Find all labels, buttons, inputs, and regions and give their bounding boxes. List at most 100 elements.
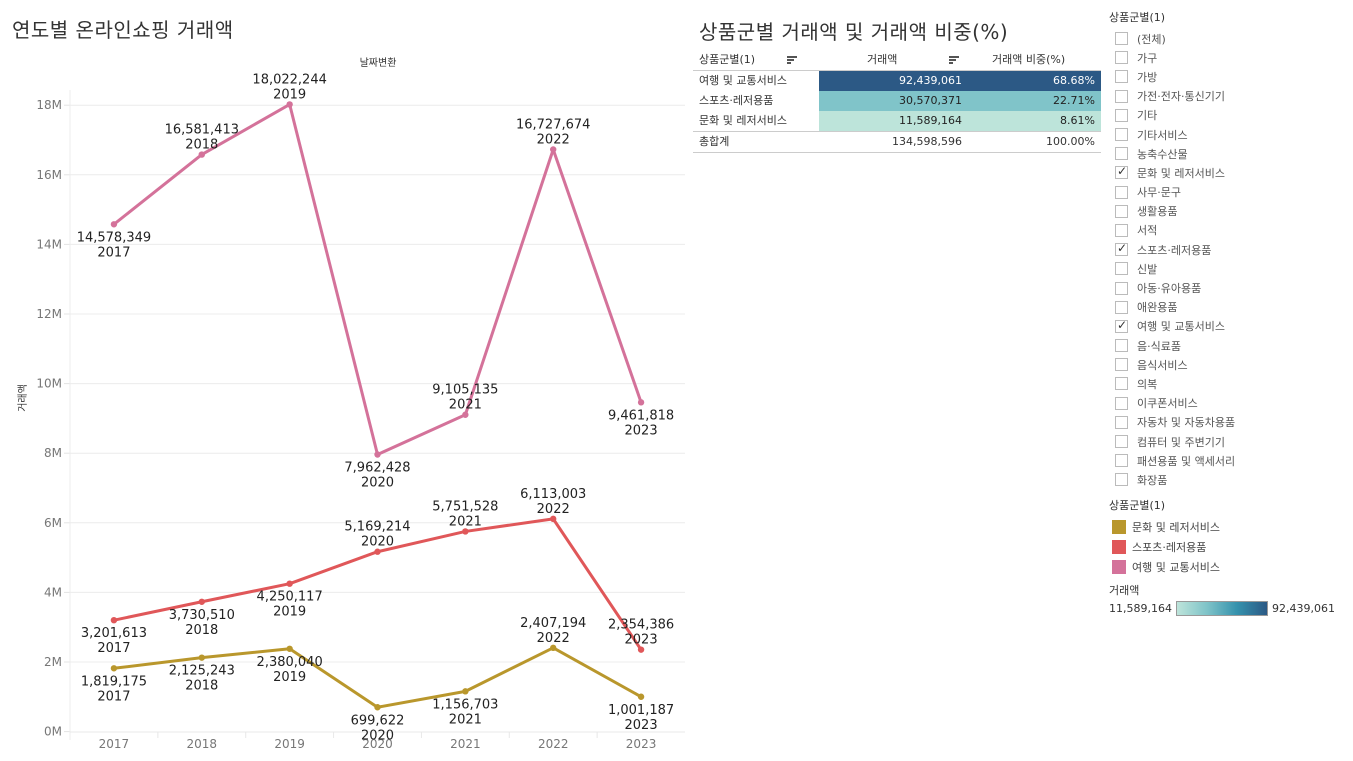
total-label: 총합계 bbox=[699, 135, 730, 148]
filter-item[interactable]: 기타 bbox=[1115, 106, 1235, 125]
data-label-year: 2018 bbox=[185, 679, 218, 694]
checkbox[interactable] bbox=[1115, 435, 1128, 449]
checkbox[interactable] bbox=[1115, 396, 1128, 410]
data-point bbox=[462, 528, 469, 535]
filter-item-label: 음·식료품 bbox=[1137, 339, 1181, 353]
filter-item[interactable]: 생활용품 bbox=[1115, 202, 1235, 221]
checkbox[interactable] bbox=[1115, 164, 1128, 180]
row-category: 문화 및 레저서비스 bbox=[699, 114, 787, 127]
table-row[interactable]: 스포츠·레저용품 30,570,371 22.71% bbox=[693, 91, 1101, 111]
filter-item[interactable]: 가전·전자·통신기기 bbox=[1115, 87, 1235, 106]
legend-item[interactable]: 문화 및 레저서비스 bbox=[1112, 517, 1220, 537]
legend-item-label: 문화 및 레저서비스 bbox=[1132, 521, 1220, 534]
checkbox[interactable] bbox=[1115, 32, 1128, 46]
filter-item-label: 기타서비스 bbox=[1137, 128, 1188, 142]
sort-icon[interactable] bbox=[787, 56, 797, 64]
gradient-max-label: 92,439,061 bbox=[1271, 602, 1335, 615]
checkbox[interactable] bbox=[1115, 128, 1128, 142]
filter-item[interactable]: 서적 bbox=[1115, 221, 1235, 240]
data-label-year: 2017 bbox=[97, 689, 130, 704]
checkbox[interactable] bbox=[1115, 281, 1128, 295]
filter-item[interactable]: 신발 bbox=[1115, 259, 1235, 278]
checkbox[interactable] bbox=[1115, 262, 1128, 276]
gradient-bar bbox=[1175, 601, 1268, 616]
filter-item[interactable]: 애완용품 bbox=[1115, 298, 1235, 317]
filter-item[interactable]: 가방 bbox=[1115, 67, 1235, 86]
data-label-year: 2021 bbox=[449, 514, 482, 529]
data-point bbox=[110, 616, 118, 624]
data-point bbox=[198, 598, 205, 605]
legend-item[interactable]: 스포츠·레저용품 bbox=[1112, 537, 1220, 557]
checkbox[interactable] bbox=[1115, 415, 1128, 429]
data-label-value: 3,201,613 bbox=[81, 626, 147, 641]
filter-item[interactable]: 스포츠·레저용품 bbox=[1115, 240, 1235, 259]
table-row[interactable]: 여행 및 교통서비스 92,439,061 68.68% bbox=[693, 71, 1101, 91]
x-tick-label: 2022 bbox=[538, 737, 569, 751]
filter-item[interactable]: 여행 및 교통서비스 bbox=[1115, 317, 1235, 336]
filter-item[interactable]: 가구 bbox=[1115, 48, 1235, 67]
filter-item[interactable]: 자동차 및 자동차용품 bbox=[1115, 413, 1235, 432]
checkbox[interactable] bbox=[1115, 473, 1128, 487]
row-amount: 92,439,061 bbox=[819, 71, 972, 91]
checkbox[interactable] bbox=[1115, 51, 1128, 65]
legend-item[interactable]: 여행 및 교통서비스 bbox=[1112, 557, 1220, 577]
header-amount[interactable]: 거래액 bbox=[819, 50, 972, 70]
filter-item-label: 의복 bbox=[1137, 377, 1158, 391]
filter-item-label: 애완용품 bbox=[1137, 301, 1178, 315]
filter-item[interactable]: 의복 bbox=[1115, 374, 1235, 393]
filter-item[interactable]: 사무·문구 bbox=[1115, 183, 1235, 202]
filter-item[interactable]: 문화 및 레저서비스 bbox=[1115, 163, 1235, 182]
checkbox[interactable] bbox=[1115, 358, 1128, 372]
filter-item[interactable]: 컴퓨터 및 주변기기 bbox=[1115, 432, 1235, 451]
checkbox[interactable] bbox=[1115, 204, 1128, 218]
y-tick-label: 0M bbox=[44, 725, 62, 739]
header-category[interactable]: 상품군별(1) bbox=[693, 50, 819, 70]
checkbox[interactable] bbox=[1115, 300, 1128, 314]
checkbox[interactable] bbox=[1115, 241, 1128, 257]
filter-item[interactable]: 이쿠폰서비스 bbox=[1115, 394, 1235, 413]
data-point bbox=[286, 580, 293, 587]
checkbox[interactable] bbox=[1115, 454, 1128, 468]
data-label-value: 18,022,244 bbox=[252, 72, 326, 87]
amount-gradient-legend: 거래액 11,589,164 92,439,061 bbox=[1109, 583, 1335, 616]
filter-item[interactable]: 아동·유아용품 bbox=[1115, 278, 1235, 297]
filter-item[interactable]: 음·식료품 bbox=[1115, 336, 1235, 355]
data-point bbox=[550, 644, 557, 652]
checkbox[interactable] bbox=[1115, 70, 1128, 84]
total-share: 100.00% bbox=[1046, 135, 1095, 148]
filter-item[interactable]: 패션용품 및 액세서리 bbox=[1115, 451, 1235, 470]
filter-item[interactable]: 음식서비스 bbox=[1115, 355, 1235, 374]
data-label-value: 6,113,003 bbox=[520, 487, 586, 502]
row-category: 스포츠·레저용품 bbox=[699, 94, 774, 107]
filter-item[interactable]: 화장품 bbox=[1115, 470, 1235, 489]
data-point bbox=[374, 704, 381, 711]
checkbox[interactable] bbox=[1115, 223, 1128, 237]
header-share[interactable]: 거래액 비중(%) bbox=[992, 53, 1066, 66]
filter-item[interactable]: 농축수산물 bbox=[1115, 144, 1235, 163]
data-label-year: 2022 bbox=[537, 502, 570, 517]
row-amount: 11,589,164 bbox=[819, 111, 972, 131]
checkbox[interactable] bbox=[1115, 185, 1128, 199]
y-tick-label: 12M bbox=[36, 307, 62, 321]
data-label-value: 2,407,194 bbox=[520, 616, 586, 631]
table-body: 여행 및 교통서비스 92,439,061 68.68% 스포츠·레저용품 30,570… bbox=[693, 71, 1101, 131]
data-label-value: 7,962,428 bbox=[344, 461, 410, 476]
table-row[interactable]: 문화 및 레저서비스 11,589,164 8.61% bbox=[693, 111, 1101, 131]
x-tick-label: 2020 bbox=[362, 737, 393, 751]
row-share: 68.68% bbox=[972, 71, 1101, 91]
header-amount-label: 거래액 bbox=[867, 53, 898, 66]
checkbox[interactable] bbox=[1115, 147, 1128, 161]
filter-item[interactable]: 기타서비스 bbox=[1115, 125, 1235, 144]
filter-item[interactable]: (전체) bbox=[1115, 29, 1235, 48]
checkbox[interactable] bbox=[1115, 377, 1128, 391]
data-point bbox=[286, 645, 293, 652]
checkbox[interactable] bbox=[1115, 318, 1128, 333]
data-point bbox=[550, 146, 557, 153]
data-label-year: 2023 bbox=[625, 423, 658, 438]
checkbox[interactable] bbox=[1115, 89, 1128, 103]
checkbox[interactable] bbox=[1115, 108, 1128, 122]
sort-icon[interactable] bbox=[949, 56, 959, 64]
filter-item-label: 기타 bbox=[1137, 109, 1158, 123]
checkbox[interactable] bbox=[1115, 339, 1128, 353]
